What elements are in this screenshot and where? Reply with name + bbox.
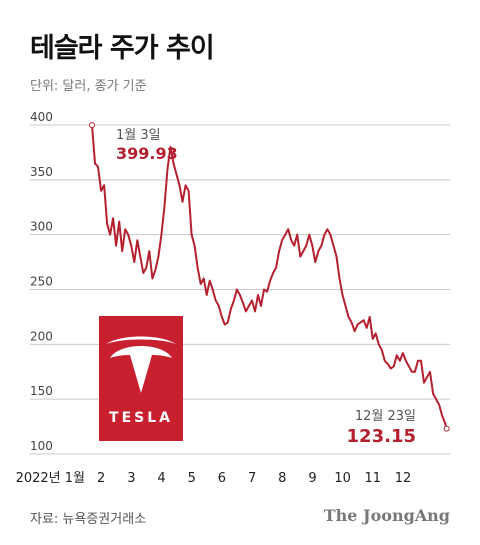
x-tick-label: 8 bbox=[278, 471, 286, 486]
y-tick-label: 100 bbox=[30, 439, 53, 453]
y-tick-label: 350 bbox=[30, 165, 53, 179]
chart-title: 테슬라 주가 추이 bbox=[30, 33, 215, 64]
x-tick-label: 7 bbox=[248, 471, 256, 486]
x-tick-label: 10 bbox=[334, 471, 351, 486]
x-tick-label: 6 bbox=[218, 471, 226, 486]
y-tick-label: 150 bbox=[30, 384, 53, 398]
tesla-logo-wordmark: TESLA bbox=[109, 410, 173, 426]
tesla-t-emblem-icon bbox=[110, 346, 172, 393]
grid-lines bbox=[30, 124, 450, 455]
end-value-label: 123.15 bbox=[347, 426, 416, 447]
x-axis-tick-labels: 2022년 1월 2 3 4 5 6 7 8 9 10 11 12 bbox=[16, 471, 412, 486]
stock-price-line bbox=[91, 124, 448, 429]
x-tick-label: 12 bbox=[395, 471, 412, 486]
chart-subtitle: 단위: 달러, 종가 기준 bbox=[30, 79, 147, 94]
x-tick-label: 2 bbox=[97, 471, 105, 486]
data-source: 자료: 뉴욕증권거래소 bbox=[30, 512, 147, 527]
x-tick-label: 9 bbox=[308, 471, 316, 486]
start-value-label: 399.93 bbox=[116, 144, 178, 163]
start-point-marker bbox=[89, 122, 95, 129]
y-tick-label: 200 bbox=[30, 329, 53, 343]
tesla-t-arc-icon bbox=[106, 336, 176, 344]
x-tick-label: 5 bbox=[188, 471, 196, 486]
y-tick-label: 250 bbox=[30, 275, 53, 289]
x-tick-label: 2022년 1월 bbox=[16, 471, 85, 486]
start-date-label: 1월 3일 bbox=[116, 128, 161, 143]
y-tick-label: 300 bbox=[30, 220, 53, 234]
end-date-label: 12월 23일 bbox=[355, 409, 416, 424]
publisher-logo: The JoongAng bbox=[323, 506, 450, 525]
y-axis-tick-labels: 100 150 200 250 300 350 400 bbox=[30, 110, 53, 453]
end-point-marker bbox=[443, 425, 450, 432]
x-tick-label: 11 bbox=[365, 471, 382, 486]
x-tick-label: 4 bbox=[157, 471, 165, 486]
tesla-logo: TESLA bbox=[99, 316, 183, 441]
x-tick-label: 3 bbox=[127, 471, 135, 486]
y-tick-label: 400 bbox=[30, 110, 53, 124]
